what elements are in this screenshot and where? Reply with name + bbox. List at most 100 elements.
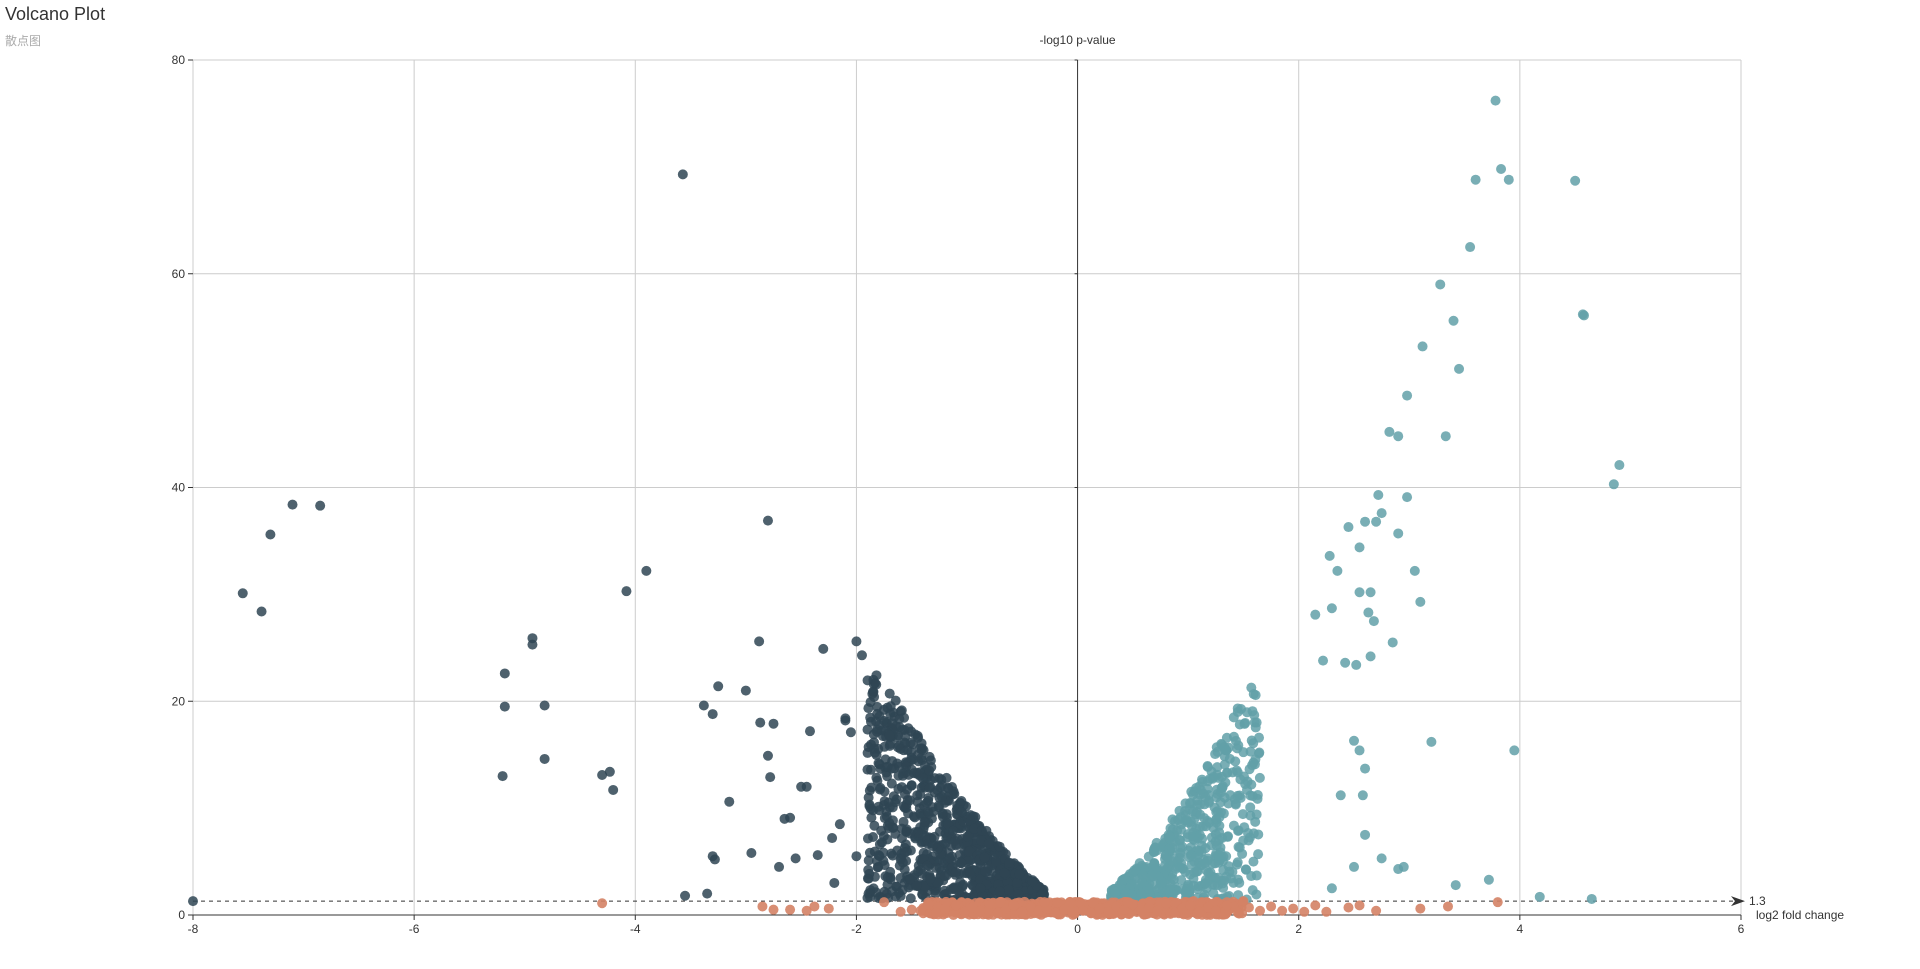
data-point-down — [867, 688, 878, 699]
data-point-up — [1496, 164, 1507, 175]
data-point-down — [943, 782, 954, 793]
data-point-up — [1202, 815, 1213, 826]
data-point-down — [641, 565, 652, 576]
data-point-up — [1371, 516, 1382, 527]
data-point-down — [265, 529, 276, 540]
data-point-down — [856, 650, 867, 661]
data-point-down — [873, 758, 884, 769]
data-point-down — [892, 845, 903, 856]
data-point-up — [1398, 861, 1409, 872]
data-point-down — [882, 702, 893, 713]
data-point-up — [1232, 707, 1243, 718]
data-point-down — [893, 783, 904, 794]
data-point-ns — [984, 898, 995, 909]
data-point-down — [871, 679, 882, 690]
data-point-ns — [1188, 896, 1199, 907]
data-point-ns — [967, 902, 978, 913]
threshold-label: 1.3 — [1749, 894, 1766, 908]
data-point-up — [1393, 431, 1404, 442]
data-point-ns — [1136, 906, 1147, 917]
data-point-up — [1435, 279, 1446, 290]
data-point-up — [1246, 871, 1257, 882]
data-point-down — [929, 831, 940, 842]
data-point-up — [1232, 743, 1243, 754]
data-point-down — [927, 840, 938, 851]
data-point-down — [917, 889, 928, 900]
data-point-up — [1250, 690, 1261, 701]
data-point-up — [1509, 745, 1520, 756]
data-point-down — [851, 636, 862, 647]
data-point-up — [1160, 853, 1171, 864]
data-point-down — [874, 784, 885, 795]
data-point-down — [866, 782, 877, 793]
data-point-down — [905, 893, 916, 904]
data-point-up — [1146, 870, 1157, 881]
data-point-down — [871, 726, 882, 737]
data-point-ns — [1085, 907, 1096, 918]
data-point-down — [947, 825, 958, 836]
data-point-up — [1373, 489, 1384, 500]
data-point-down — [827, 833, 838, 844]
data-point-ns — [1310, 900, 1321, 911]
data-point-down — [994, 886, 1005, 897]
data-point-down — [762, 750, 773, 761]
data-point-up — [1250, 722, 1261, 733]
data-point-ns — [1094, 903, 1105, 914]
data-point-down — [983, 838, 994, 849]
data-point-down — [925, 874, 936, 885]
data-point-down — [887, 756, 898, 767]
data-point-up — [1213, 850, 1224, 861]
data-point-ns — [923, 899, 934, 910]
data-point-up — [1363, 607, 1374, 618]
data-point-down — [790, 853, 801, 864]
data-point-down — [900, 839, 911, 850]
data-point-up — [1129, 865, 1140, 876]
data-point-down — [944, 853, 955, 864]
data-point-down — [899, 864, 910, 875]
data-point-down — [762, 515, 773, 526]
data-point-up — [1454, 363, 1465, 374]
data-point-up — [1318, 655, 1329, 666]
data-point-up — [1186, 798, 1197, 809]
data-point-up — [1252, 790, 1263, 801]
data-point-down — [906, 764, 917, 775]
data-point-up — [1483, 874, 1494, 885]
data-point-ns — [1008, 900, 1019, 911]
data-point-up — [1233, 841, 1244, 852]
chart-title: Volcano Plot — [5, 4, 106, 24]
x-tick-label: 2 — [1295, 922, 1302, 936]
data-point-down — [884, 688, 895, 699]
data-point-up — [1233, 825, 1244, 836]
data-point-ns — [1119, 904, 1130, 915]
data-point-up — [1203, 796, 1214, 807]
data-point-ns — [1343, 902, 1354, 913]
data-point-down — [923, 808, 934, 819]
data-point-down — [932, 877, 943, 888]
data-point-up — [1175, 835, 1186, 846]
data-point-down — [934, 773, 945, 784]
data-points — [188, 95, 1625, 920]
data-point-ns — [1169, 907, 1180, 918]
data-point-down — [709, 854, 720, 865]
data-point-down — [724, 796, 735, 807]
data-point-down — [713, 681, 724, 692]
data-point-up — [1194, 821, 1205, 832]
data-point-up — [1578, 310, 1589, 321]
data-point-up — [1214, 827, 1225, 838]
data-point-ns — [1238, 896, 1249, 907]
data-point-up — [1534, 891, 1545, 902]
data-point-down — [913, 866, 924, 877]
data-point-down — [539, 700, 550, 711]
data-point-down — [879, 813, 890, 824]
data-point-up — [1149, 859, 1160, 870]
data-point-down — [864, 847, 875, 858]
data-point-ns — [1371, 905, 1382, 916]
data-point-up — [1110, 886, 1121, 897]
data-point-down — [882, 834, 893, 845]
data-point-down — [893, 770, 904, 781]
data-point-down — [1014, 869, 1025, 880]
data-point-down — [917, 773, 928, 784]
data-point-down — [906, 780, 917, 791]
data-point-down — [956, 807, 967, 818]
data-point-down — [765, 772, 776, 783]
